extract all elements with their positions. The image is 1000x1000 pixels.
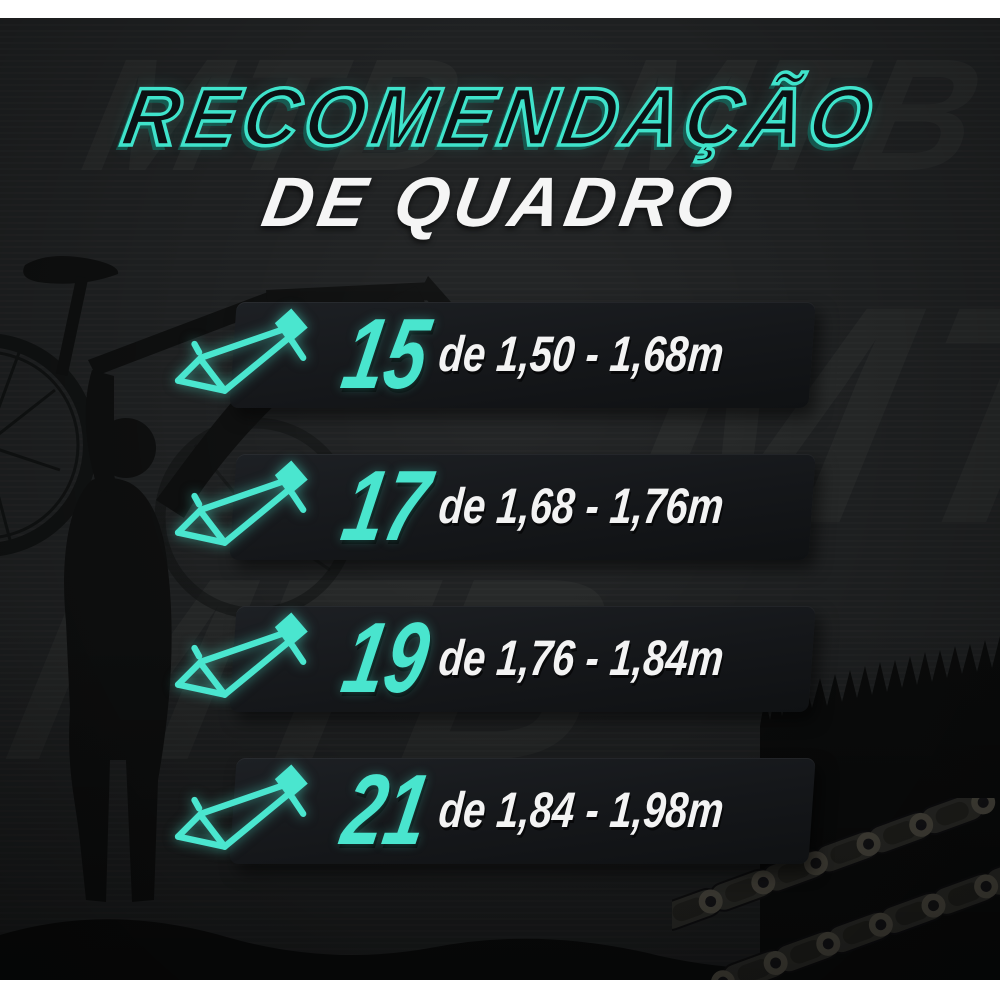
page-title: RECOMENDAÇÃO DE QUADRO (0, 70, 1000, 242)
bike-frame-icon (174, 460, 308, 546)
top-white-strip (0, 0, 1000, 18)
bike-frame-icon (174, 308, 308, 394)
height-range-label: de 1,76 - 1,84m (436, 629, 726, 686)
size-row: 19 de 1,76 - 1,84m (174, 602, 816, 714)
height-range-label: de 1,68 - 1,76m (436, 477, 726, 534)
size-row: 21 de 1,84 - 1,98m (174, 754, 816, 866)
size-row: 17 de 1,68 - 1,76m (174, 450, 816, 562)
ground-silhouette (0, 919, 1000, 982)
title-line-de-quadro: DE QUADRO (256, 162, 744, 241)
title-line-recomendacao: RECOMENDAÇÃO (114, 70, 886, 164)
bike-frame-icon (174, 764, 308, 850)
height-range-label: de 1,84 - 1,98m (436, 781, 726, 838)
bike-frame-icon (174, 612, 308, 698)
bottom-white-strip (0, 980, 1000, 1000)
size-row: 15 de 1,50 - 1,68m (174, 298, 816, 410)
height-range-label: de 1,50 - 1,68m (436, 325, 726, 382)
